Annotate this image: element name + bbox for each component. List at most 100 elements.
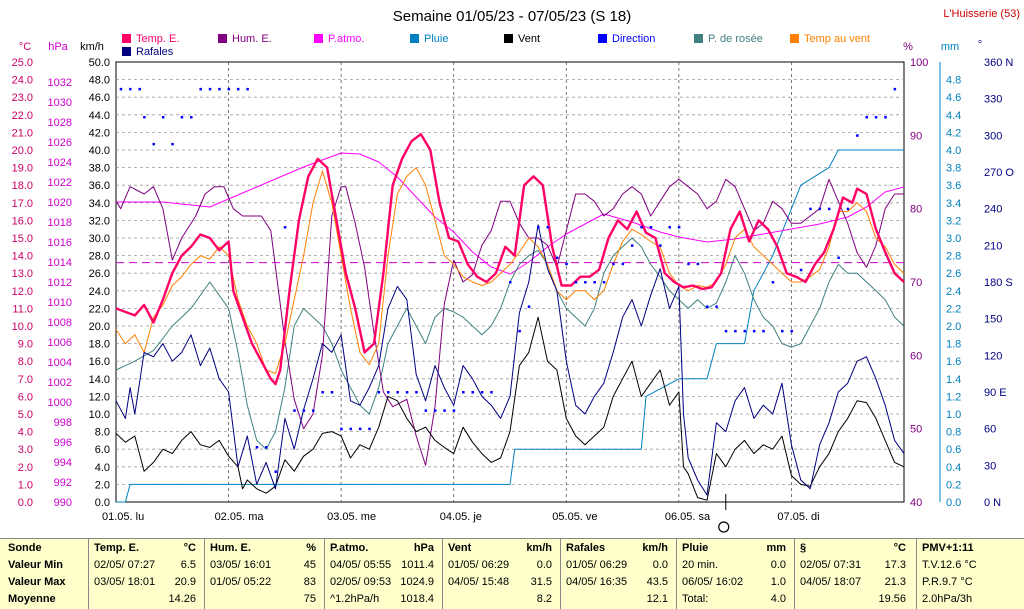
pmv-header: PMV+1:11: [922, 542, 974, 554]
pressure-unit: hPa: [48, 41, 68, 53]
direction-point: [771, 281, 775, 284]
rain-tick-label: 0.2: [946, 479, 961, 491]
direction-point: [818, 207, 822, 211]
speed-tick-label: 0.0: [95, 497, 110, 509]
stat-column: Temp. E. °C 02/05/ 07:27 6.5 03/05/ 18:01 20.…: [90, 541, 202, 607]
stats-footer: Sonde Valeur Min Valeur Max Moyenne Temp…: [0, 538, 1024, 609]
direction-point: [837, 256, 840, 260]
x-tick-label: 05.05. ve: [552, 511, 597, 523]
rain-tick-label: 4.4: [946, 110, 961, 122]
direction-point: [138, 87, 141, 91]
stat-unit: hPa: [413, 542, 434, 554]
rain-tick-label: 1.4: [946, 374, 961, 386]
direction-tick-label: 270 O: [984, 167, 1014, 179]
speed-tick-label: 2.0: [95, 479, 110, 491]
pressure-tick-label: 1002: [48, 377, 72, 389]
stat-value: 0.0: [770, 559, 786, 571]
legend-swatch: [314, 34, 323, 43]
direction-unit: °: [978, 39, 982, 51]
direction-point: [546, 226, 550, 229]
speed-tick-label: 4.0: [95, 462, 110, 474]
direction-point: [715, 305, 718, 308]
legend-swatch: [504, 34, 513, 43]
column-separator: [442, 539, 443, 609]
humidity-tick-label: 50: [910, 424, 922, 436]
legend-swatch: [790, 34, 799, 43]
temp-tick-label: 12.0: [12, 286, 33, 298]
direction-point: [884, 116, 887, 119]
direction-point: [129, 87, 132, 91]
stat-value: 1.0: [770, 576, 786, 588]
direction-point: [612, 262, 615, 266]
series-vent-line: [115, 316, 905, 501]
rain-tick-label: 1.0: [946, 409, 961, 421]
direction-point: [874, 116, 878, 119]
temp-tick-label: 21.0: [12, 127, 33, 139]
temp-tick-label: 9.0: [18, 339, 33, 351]
avg-label: Moyenne: [8, 593, 56, 605]
direction-point: [452, 409, 456, 412]
direction-point: [790, 329, 793, 333]
stat-column: P.atmo. hPa 04/05/ 05:55 1011.4 02/05/ 09:53…: [326, 541, 440, 607]
stat-timestamp: 04/05/ 15:48: [448, 576, 510, 588]
direction-point: [265, 446, 268, 449]
direction-point: [762, 329, 765, 333]
direction-point: [190, 116, 193, 119]
direction-point: [630, 244, 634, 247]
stat-unit: %: [306, 542, 316, 554]
direction-point: [236, 87, 240, 91]
direction-point: [893, 87, 897, 91]
humidity-unit: %: [903, 41, 913, 53]
direction-point: [865, 116, 868, 119]
humidity-tick-label: 100: [910, 57, 928, 69]
direction-point: [734, 329, 737, 333]
rain-tick-label: 4.0: [946, 145, 961, 157]
direction-point: [621, 262, 625, 266]
stat-header: Temp. E.: [94, 542, 140, 554]
stat-unit: °C: [183, 542, 196, 554]
direction-point: [480, 391, 484, 394]
direction-point: [227, 87, 231, 91]
stat-timestamp: 20 min.: [682, 559, 719, 571]
pressure-tick-label: 1014: [48, 257, 72, 269]
temp-tick-label: 5.0: [18, 409, 33, 421]
direction-point: [846, 207, 850, 211]
legend-label: Temp. E.: [136, 33, 179, 45]
x-tick-label: 06.05. sa: [665, 511, 711, 523]
humidity-tick-label: 70: [910, 277, 922, 289]
pressure-tick-label: 1022: [48, 177, 72, 189]
direction-tick-label: 180 S: [984, 277, 1013, 289]
direction-point: [752, 329, 756, 333]
stat-timestamp: 01/05/ 05:22: [210, 576, 272, 588]
direction-point: [208, 87, 212, 91]
stat-value: 8.2: [536, 593, 552, 605]
direction-point: [574, 281, 578, 284]
pressure-tick-label: 1012: [48, 277, 72, 289]
speed-tick-label: 18.0: [89, 339, 110, 351]
direction-tick-label: 0 N: [984, 497, 1001, 509]
legend-swatch: [410, 34, 419, 43]
stat-timestamp: 04/05/ 18:07: [800, 576, 862, 588]
speed-tick-label: 10.0: [89, 409, 110, 421]
direction-point: [340, 427, 343, 431]
speed-tick-label: 46.0: [89, 92, 110, 104]
direction-point: [119, 87, 123, 91]
temp-tick-label: 7.0: [18, 374, 33, 386]
legend-swatch: [598, 34, 607, 43]
stat-timestamp: 02/05/ 07:27: [94, 559, 156, 571]
stat-unit: km/h: [642, 542, 668, 554]
pressure-tick-label: 1026: [48, 137, 72, 149]
legend-label: Pluie: [424, 33, 448, 45]
direction-point: [274, 470, 277, 473]
direction-point: [706, 305, 709, 308]
rain-tick-label: 3.2: [946, 215, 961, 227]
temp-tick-label: 11.0: [12, 303, 33, 315]
stat-timestamp: 03/05/ 18:01: [94, 576, 156, 588]
speed-tick-label: 32.0: [89, 215, 110, 227]
direction-point: [687, 262, 690, 266]
series-rafales-line: [115, 224, 905, 496]
rain-tick-label: 1.8: [946, 339, 961, 351]
stat-value: 20.9: [174, 576, 196, 588]
direction-point: [152, 142, 156, 146]
rain-tick-label: 0.4: [946, 462, 961, 474]
